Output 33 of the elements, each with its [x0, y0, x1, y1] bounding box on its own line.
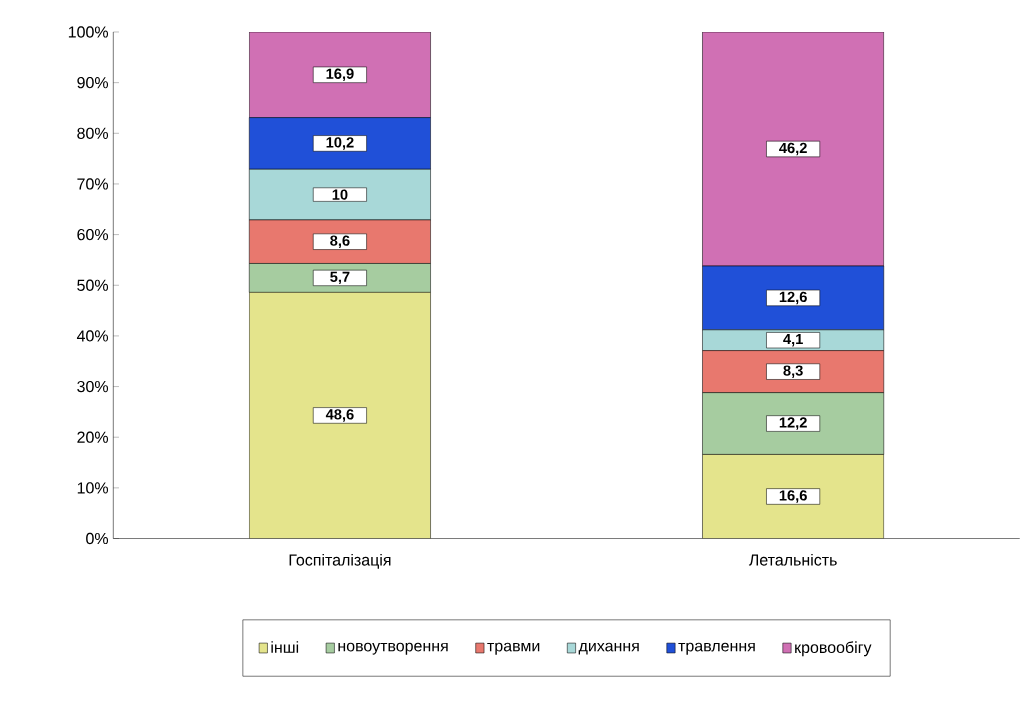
y-tick-label: 0% — [86, 532, 109, 545]
y-tick-label: 10% — [77, 482, 109, 494]
data-label: 10,2 — [326, 137, 354, 150]
y-tick-label: 80% — [77, 127, 109, 140]
x-tick-label: Госпіталізація — [289, 554, 391, 569]
x-tick-label: Летальність — [748, 554, 837, 566]
data-label: 4,1 — [783, 334, 803, 347]
legend-label: травлення — [678, 642, 755, 655]
y-tick-label: 60% — [77, 229, 109, 241]
legend-label: кровообігу — [795, 641, 872, 657]
legend-label: новоутворення — [338, 642, 448, 655]
data-label: 16,6 — [779, 490, 807, 503]
y-tick-label: 100% — [68, 26, 109, 38]
y-tick-label: 90% — [77, 77, 109, 89]
legend-label: інші — [271, 641, 299, 653]
y-tick-label: 30% — [77, 381, 109, 393]
data-label: 8,6 — [330, 235, 350, 249]
data-label: 46,2 — [779, 142, 807, 156]
legend-label: травми — [487, 642, 540, 655]
data-label: 48,6 — [325, 409, 354, 422]
data-label: 12,2 — [779, 417, 807, 430]
legend-label: дихання — [578, 642, 639, 655]
data-label: 10 — [332, 189, 348, 200]
bar — [249, 32, 431, 118]
y-tick-label: 40% — [76, 330, 109, 342]
data-label: 5,7 — [330, 271, 350, 285]
data-label: 8,3 — [783, 365, 803, 378]
y-tick-label: 20% — [77, 431, 109, 443]
y-tick-label: 70% — [77, 178, 109, 190]
data-label: 16,9 — [326, 68, 354, 82]
bar — [702, 32, 885, 267]
data-label: 12,6 — [779, 291, 807, 305]
y-tick-label: 50% — [77, 279, 109, 291]
